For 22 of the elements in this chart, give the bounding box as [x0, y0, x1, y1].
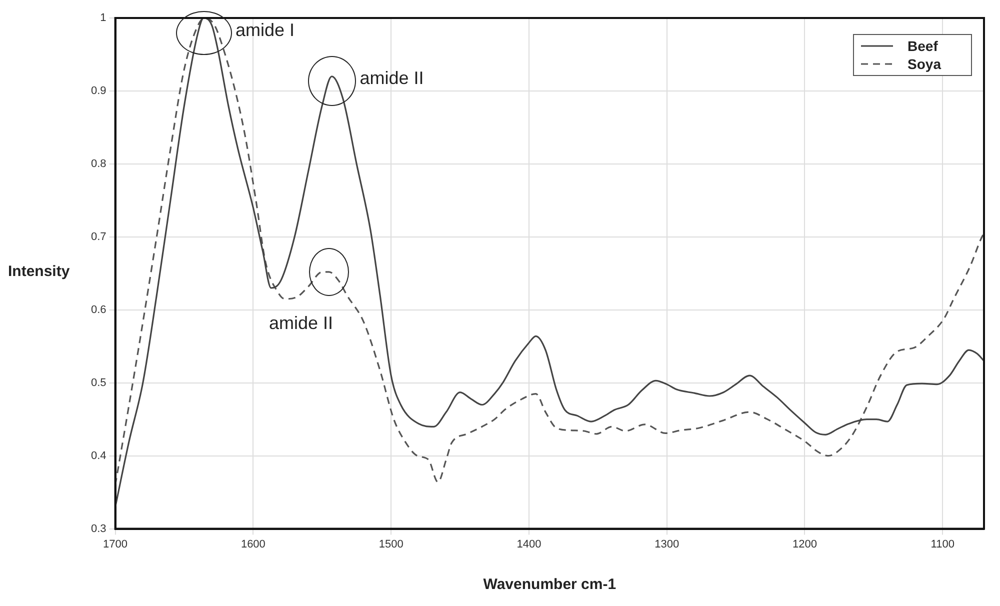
- x-tick-label: 1300: [654, 538, 680, 550]
- legend-label: Soya: [908, 55, 941, 73]
- y-tick-label: 0.8: [90, 158, 106, 170]
- annotation: amide II: [360, 68, 424, 90]
- y-tick-label: 0.7: [90, 230, 106, 243]
- x-tick-label: 1700: [103, 538, 128, 550]
- x-axis-title: Wavenumber cm-1: [483, 576, 616, 594]
- y-tick-label: 0.6: [90, 304, 106, 316]
- y-tick-label: 0.9: [90, 85, 106, 98]
- y-tick-label: 0.4: [90, 450, 106, 462]
- x-tick-label: 1100: [930, 538, 954, 550]
- x-tick-label: 1600: [240, 538, 266, 550]
- x-tick-label: 1400: [516, 538, 542, 550]
- legend-label: Beef: [908, 37, 938, 55]
- x-tick-label: 1500: [378, 538, 404, 550]
- y-tick-label: 1: [100, 12, 106, 24]
- annotation: amide I: [236, 20, 295, 41]
- y-tick-label: 0.3: [90, 522, 106, 535]
- y-axis-title: Intensity: [8, 263, 70, 280]
- x-tick-label: 1200: [792, 538, 817, 550]
- y-tick-label: 0.5: [90, 376, 106, 389]
- annotation: amide II: [269, 312, 334, 334]
